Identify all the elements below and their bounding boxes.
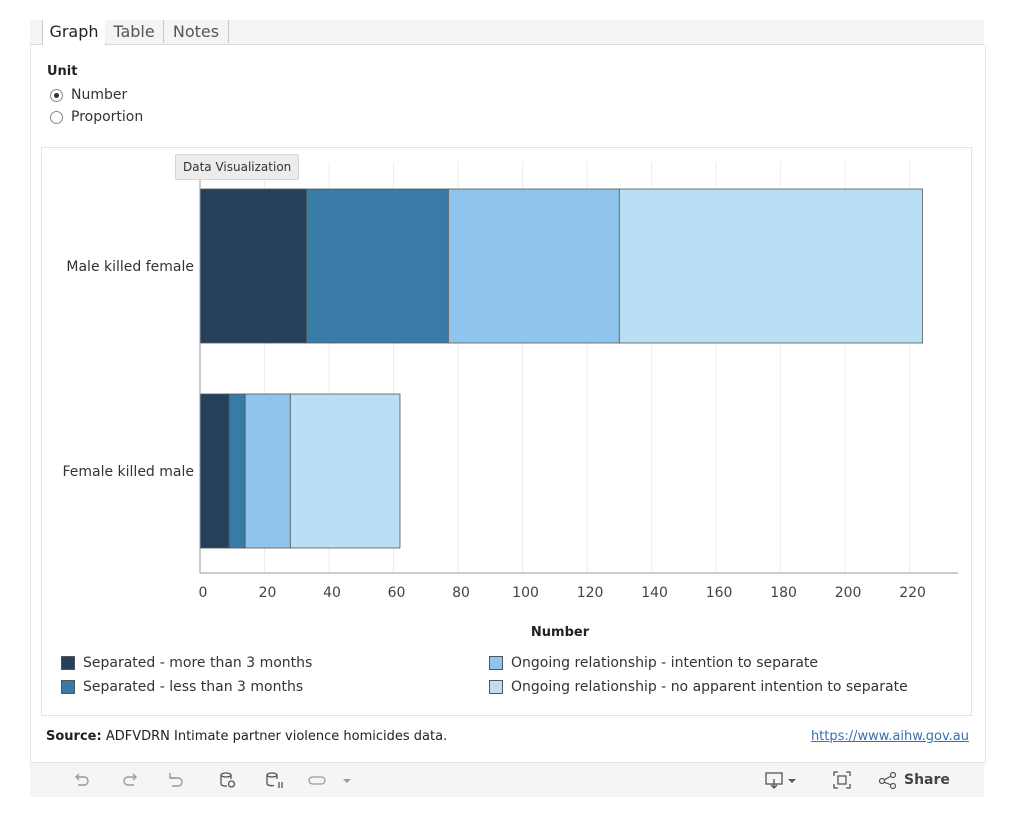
share-label: Share: [904, 772, 950, 788]
x-tick-label: 120: [577, 585, 604, 601]
stacked-bar-chart: Male killed female Female killed male 0 20 4…: [62, 162, 958, 640]
refresh-data-icon[interactable]: [218, 770, 238, 790]
redo-icon[interactable]: [120, 770, 140, 790]
x-tick-label: 140: [641, 585, 668, 601]
chart-frame: [41, 147, 972, 716]
x-tick-label: 180: [770, 585, 797, 601]
pause-data-icon[interactable]: [264, 770, 286, 790]
radio-number-indicator[interactable]: [50, 89, 63, 102]
bar-segment: [199, 188, 307, 344]
share-button[interactable]: Share: [878, 770, 958, 790]
x-tick-label: 160: [706, 585, 733, 601]
dropdown-arrow-icon[interactable]: [341, 770, 353, 790]
x-tick-label: 220: [899, 585, 926, 601]
legend-swatch: [61, 680, 75, 694]
x-tick-label: 60: [388, 585, 406, 601]
bar-segment: [306, 188, 449, 344]
x-tick-label: 80: [452, 585, 470, 601]
legend-label: Separated - less than 3 months: [83, 679, 304, 695]
data-visualization-tooltip: Data Visualization: [175, 154, 300, 180]
x-tick-label: 200: [835, 585, 862, 601]
source-note: Source: ADFVDRN Intimate partner violenc…: [46, 729, 447, 744]
bar-segment: [618, 188, 923, 344]
radio-proportion-label: Proportion: [71, 109, 144, 125]
tab-notes[interactable]: Notes: [164, 20, 229, 43]
tab-table[interactable]: Table: [105, 20, 164, 43]
bar-segment: [244, 393, 291, 549]
legend-label: Separated - more than 3 months: [83, 655, 313, 671]
radio-number-label: Number: [71, 87, 128, 103]
toggle-icon[interactable]: [307, 770, 327, 790]
category-label: Male killed female: [66, 259, 194, 275]
legend-swatch: [61, 656, 75, 670]
bar-segment: [289, 393, 401, 549]
bar-segment: [199, 393, 230, 549]
toolbar: Share: [30, 762, 984, 797]
legend-label: Ongoing relationship - intention to sepa…: [511, 655, 819, 671]
x-axis-title: Number: [531, 625, 590, 640]
source-text: ADFVDRN Intimate partner violence homici…: [105, 729, 448, 744]
legend-label: Ongoing relationship - no apparent inten…: [511, 679, 908, 695]
bar-segment: [447, 188, 620, 344]
legend-swatch: [489, 656, 503, 670]
x-tick-label: 0: [199, 585, 208, 601]
radio-proportion-indicator[interactable]: [50, 111, 63, 124]
bar-segment: [228, 393, 246, 549]
category-label: Female killed male: [62, 464, 194, 480]
tab-graph[interactable]: Graph: [42, 20, 106, 45]
download-icon[interactable]: [764, 770, 798, 790]
tab-bar: Graph Table Notes: [30, 20, 984, 45]
x-tick-label: 20: [259, 585, 277, 601]
source-label: Source:: [46, 729, 102, 744]
fullscreen-icon[interactable]: [832, 770, 852, 790]
revert-icon[interactable]: [166, 770, 186, 790]
undo-icon[interactable]: [72, 770, 92, 790]
x-tick-label: 40: [323, 585, 341, 601]
legend-swatch: [489, 680, 503, 694]
x-tick-label: 100: [512, 585, 539, 601]
unit-label: Unit: [47, 64, 78, 79]
share-icon: [878, 771, 897, 790]
aihw-link[interactable]: https://www.aihw.gov.au: [810, 729, 969, 744]
